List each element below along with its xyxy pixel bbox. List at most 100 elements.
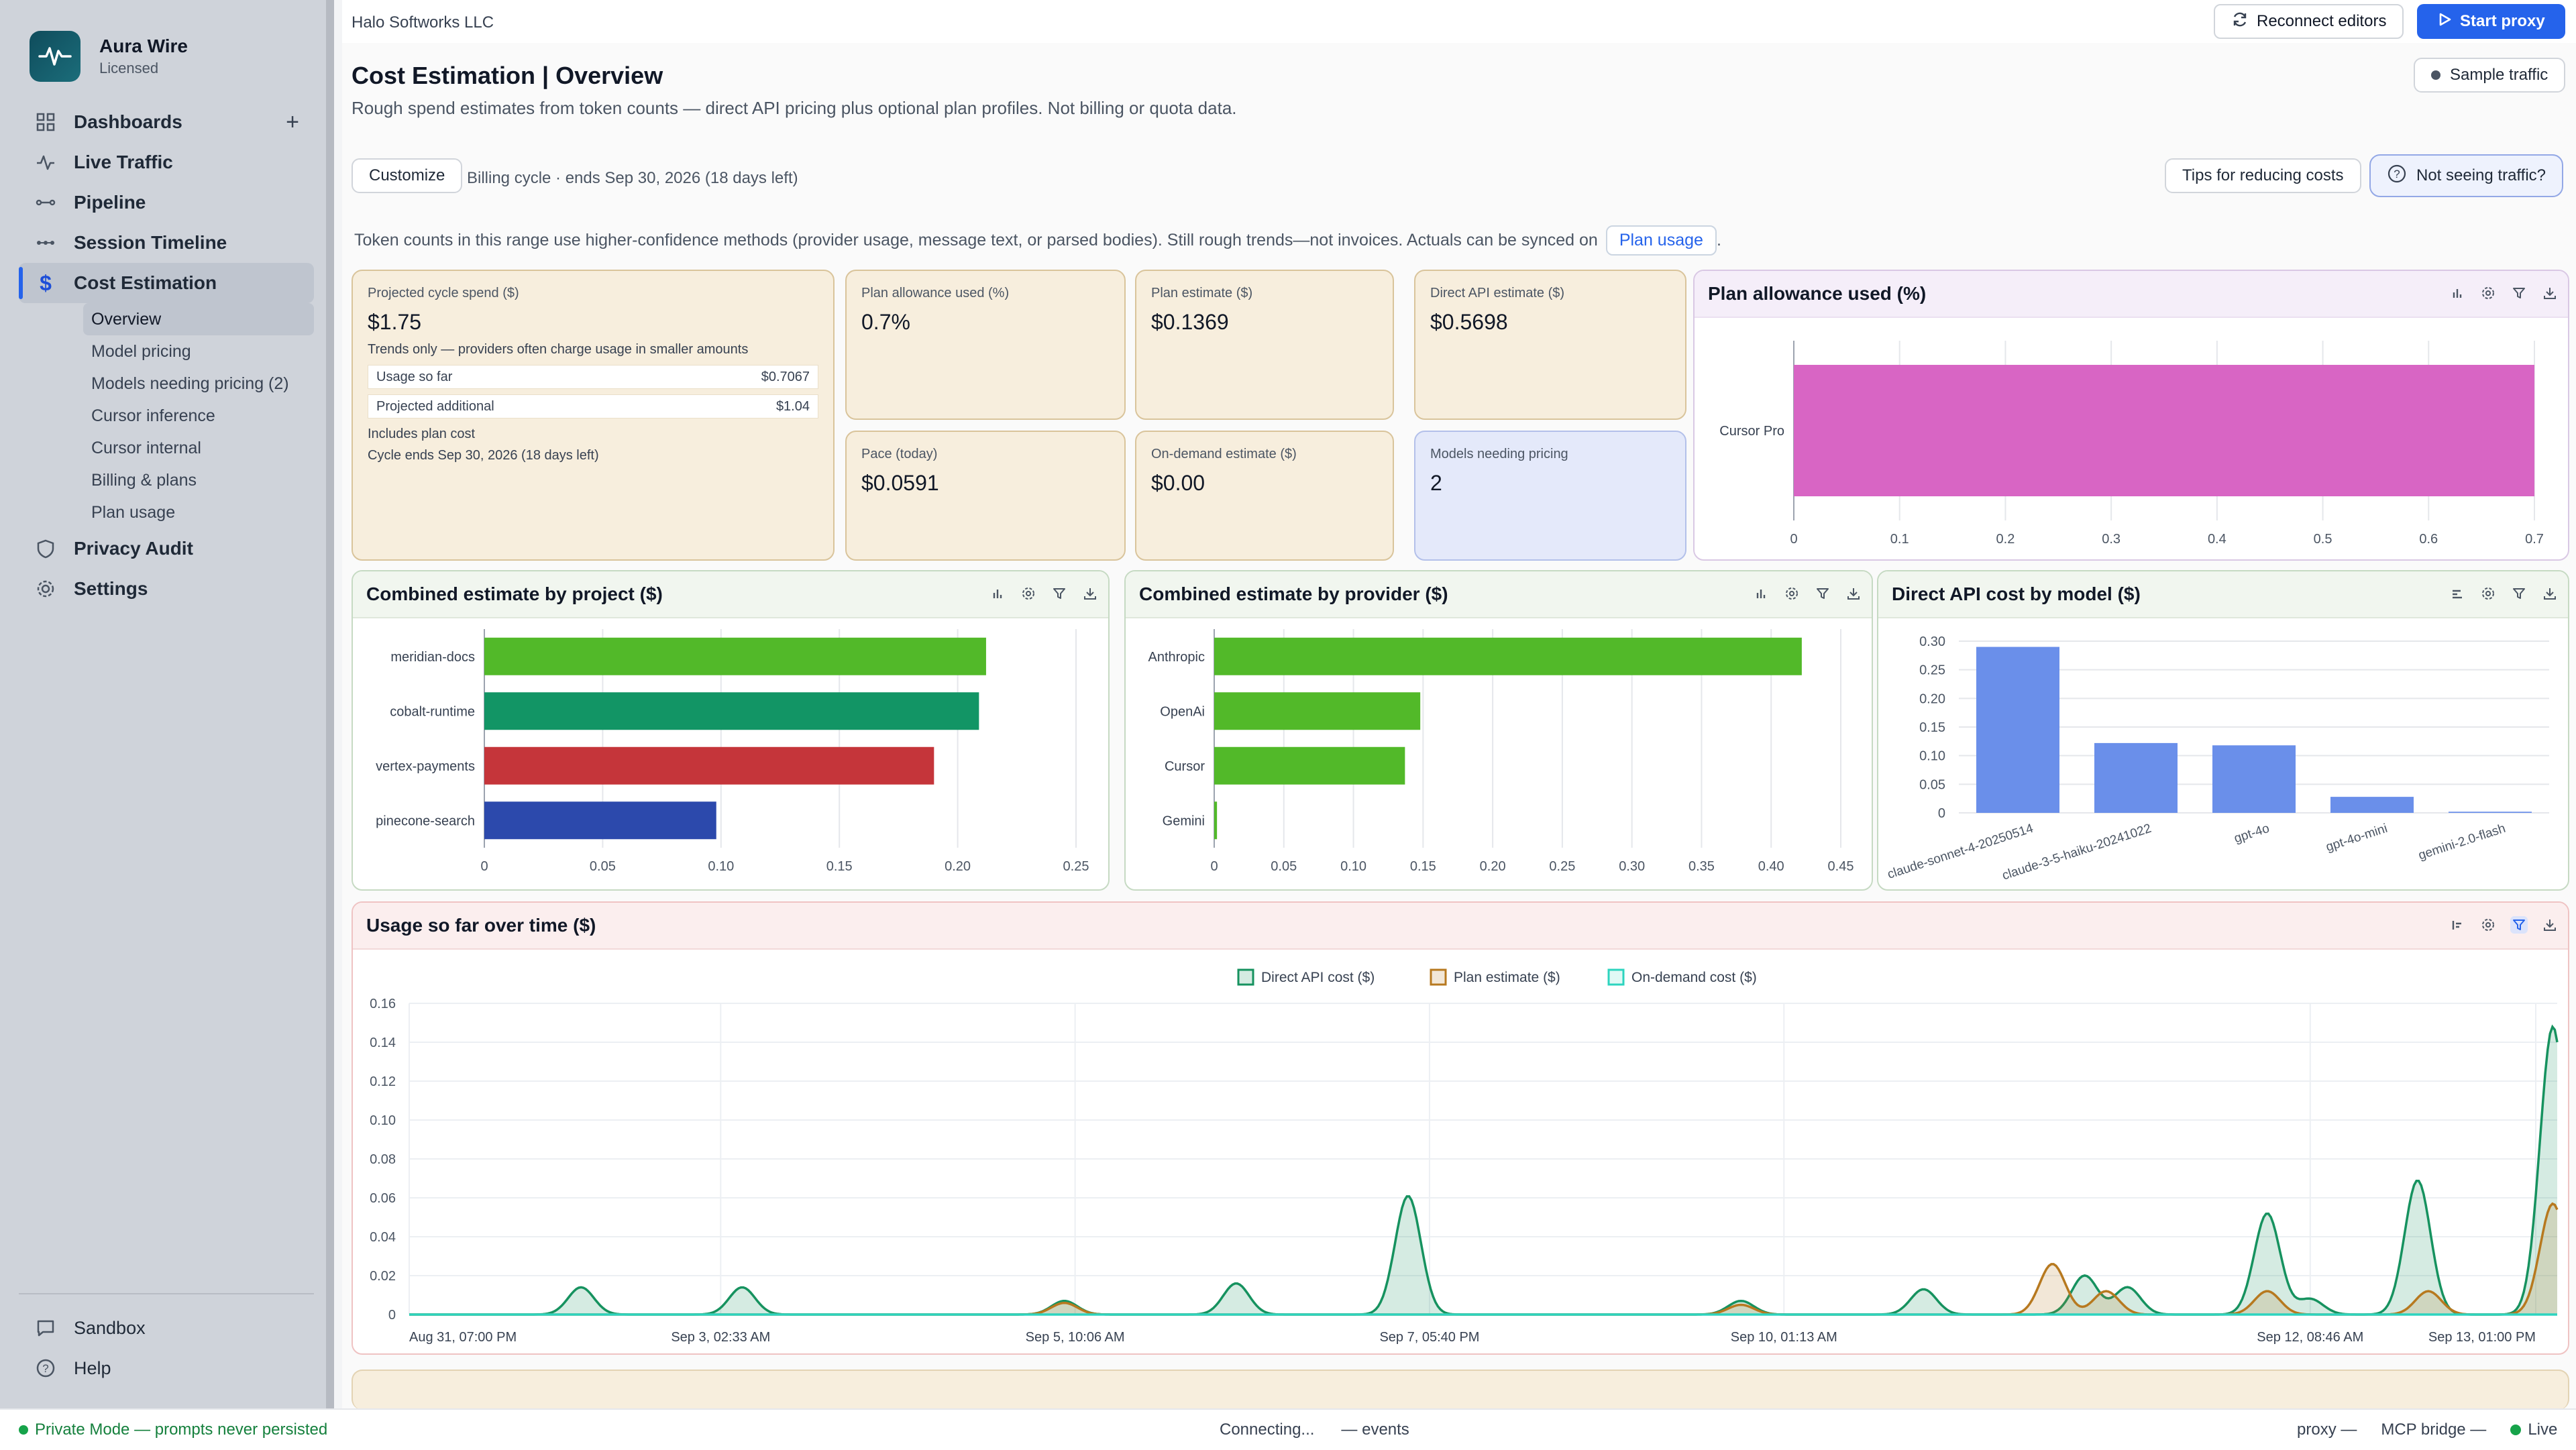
x-tick-label: 0.4 (2208, 532, 2226, 547)
download-icon[interactable] (2541, 585, 2559, 602)
x-tick-label: 0.20 (1480, 859, 1506, 874)
download-icon[interactable] (2541, 284, 2559, 302)
project-estimate-chart: 0 0.05 0.10 0.15 0.20 0.25 meridian-docs cobalt… (376, 629, 1089, 874)
filter-icon[interactable] (2510, 585, 2528, 602)
legend-swatch (1607, 968, 1625, 986)
bar-chart-icon[interactable] (1752, 585, 1770, 602)
subnav-overview[interactable]: Overview (83, 303, 314, 335)
download-icon[interactable] (2541, 916, 2559, 934)
app-name: Aura Wire (99, 36, 189, 56)
horizontal-bars-icon[interactable] (2449, 585, 2466, 602)
y-tick-label: 0.10 (370, 1113, 396, 1128)
bar (1214, 801, 1218, 840)
legend-label: Plan estimate ($) (1454, 970, 1560, 985)
nav-settings[interactable]: Settings (19, 569, 314, 609)
filter-icon[interactable] (1814, 585, 1831, 602)
nav-label: Live Traffic (74, 152, 173, 172)
settings-icon[interactable] (2479, 916, 2497, 934)
billing-cycle: Billing cycle · ends Sep 30, 2026 (18 da… (467, 169, 798, 187)
mcp-status: MCP bridge — (2381, 1420, 2487, 1439)
grid-icon (35, 111, 56, 133)
x-tick-label: 0.5 (2314, 532, 2332, 547)
svg-text:?: ? (42, 1362, 48, 1375)
bar-chart-icon[interactable] (989, 585, 1006, 602)
models-needing-pricing-card[interactable]: Models needing pricing 2 (1414, 431, 1686, 561)
plan-usage-link[interactable]: Plan usage (1605, 225, 1717, 256)
green-dot-icon (19, 1425, 28, 1435)
legend-label: On-demand cost ($) (1631, 970, 1757, 985)
nav-live-traffic[interactable]: Live Traffic (19, 142, 314, 182)
shield-icon (35, 538, 56, 559)
nav-label: Dashboards (74, 111, 182, 132)
events-count: — events (1341, 1420, 1409, 1439)
x-tick-label: 0.35 (1688, 859, 1715, 874)
stat-value: $0.0591 (861, 471, 939, 495)
row-label: Projected additional (376, 398, 494, 414)
reconnect-editors-button[interactable]: Reconnect editors (2214, 4, 2404, 39)
stat-label: Plan allowance used (%) (861, 286, 1010, 300)
nav-pipeline[interactable]: Pipeline (19, 182, 314, 223)
subnav-billing-plans[interactable]: Billing & plans (91, 471, 197, 490)
nav-sandbox[interactable]: Sandbox (19, 1308, 314, 1348)
nav-privacy-audit[interactable]: Privacy Audit (19, 528, 314, 569)
start-proxy-button[interactable]: Start proxy (2417, 4, 2565, 39)
panel-toolbar (2449, 585, 2559, 602)
subnav-cursor-inference[interactable]: Cursor inference (91, 406, 215, 425)
settings-icon[interactable] (1020, 585, 1037, 602)
filter-icon[interactable] (1051, 585, 1068, 602)
plan-allowance-chart: 0 0.1 0.2 0.3 0.4 0.5 0.6 0.7 Cursor Pro (1719, 341, 2544, 547)
chat-icon (35, 1317, 56, 1339)
nav-label: Privacy Audit (74, 538, 193, 559)
not-seeing-traffic-button[interactable]: ? Not seeing traffic? (2369, 154, 2563, 197)
panel-toolbar (2449, 916, 2559, 934)
customize-button[interactable]: Customize (352, 158, 463, 193)
subnav-model-pricing[interactable]: Model pricing (91, 342, 191, 361)
customize-label: Customize (369, 166, 445, 184)
settings-icon[interactable] (2479, 284, 2497, 302)
add-dashboard-icon[interactable]: + (286, 109, 299, 135)
download-icon[interactable] (1081, 585, 1099, 602)
nav-session-timeline[interactable]: Session Timeline (19, 223, 314, 263)
bar (1214, 637, 1802, 675)
row-value: $0.7067 (761, 369, 810, 384)
x-tick-label: 0.45 (1828, 859, 1854, 874)
subnav-models-needing-pricing[interactable]: Models needing pricing (2) (91, 374, 289, 393)
sort-icon[interactable] (2449, 916, 2466, 934)
category-label: cobalt-runtime (390, 704, 475, 719)
nav-cost-estimation[interactable]: $ Cost Estimation (19, 263, 314, 303)
subnav-cursor-internal[interactable]: Cursor internal (91, 439, 201, 457)
panel-title: Usage so far over time ($) (353, 903, 2568, 950)
timeline-icon (35, 232, 56, 254)
nav-label: Session Timeline (74, 232, 227, 253)
question-icon: ? (2387, 164, 2407, 188)
provider-estimate-chart: 0 0.05 0.10 0.15 0.20 0.25 0.30 0.35 0.40 0.45 Ant… (1148, 629, 1854, 874)
x-tick-label: 0.15 (1410, 859, 1436, 874)
download-icon[interactable] (1845, 585, 1862, 602)
license-status: Licensed (99, 60, 159, 76)
filter-icon[interactable] (2510, 284, 2528, 302)
token-note-text: Token counts in this range use higher-co… (354, 231, 1598, 249)
direct-api-card: Direct API estimate ($) $0.5698 (1414, 270, 1686, 420)
bar (2449, 812, 2532, 813)
x-tick-label: 0.15 (826, 859, 853, 874)
filter-icon[interactable] (2510, 916, 2528, 934)
bar (2094, 742, 2178, 813)
bar-chart-icon[interactable] (2449, 284, 2466, 302)
nav-dashboards[interactable]: Dashboards + (19, 102, 314, 142)
legend-swatch (1430, 968, 1447, 986)
plan-allowance-card: Plan allowance used (%) 0.7% (845, 270, 1126, 420)
y-tick-label: 0.02 (370, 1269, 396, 1284)
nav-help[interactable]: ? Help (19, 1348, 314, 1388)
subnav-plan-usage[interactable]: Plan usage (91, 503, 176, 522)
panel-title-text: Combined estimate by provider ($) (1139, 583, 1448, 604)
category-label: Cursor Pro (1719, 424, 1784, 439)
stat-label: Direct API estimate ($) (1430, 286, 1565, 300)
proxy-status: proxy — (2297, 1420, 2357, 1439)
settings-icon[interactable] (2479, 585, 2497, 602)
settings-icon[interactable] (1783, 585, 1801, 602)
tips-button[interactable]: Tips for reducing costs (2165, 158, 2361, 193)
sample-traffic-label: Sample traffic (2450, 66, 2548, 84)
projected-spend-card: Projected cycle spend ($) $1.75 Trends o… (352, 270, 835, 561)
y-tick-label: 0 (1938, 806, 1945, 821)
sample-traffic-toggle[interactable]: Sample traffic (2414, 58, 2566, 93)
